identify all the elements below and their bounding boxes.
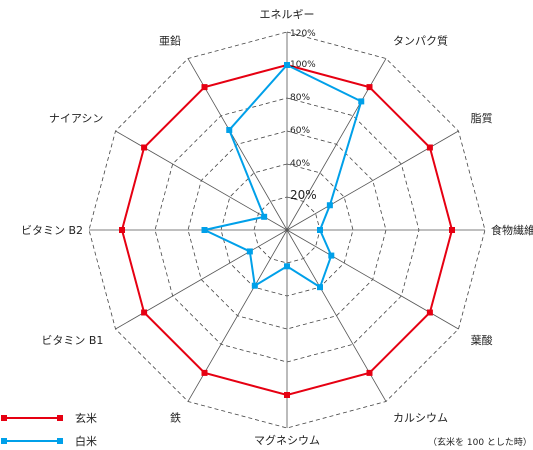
series-line-1 bbox=[201, 63, 363, 289]
series-1-point-1 bbox=[358, 98, 365, 105]
tick-label-3: 80% bbox=[290, 93, 310, 103]
legend-marker-end-0 bbox=[57, 415, 63, 421]
axis-label-1: タンパク質 bbox=[393, 33, 448, 47]
series-1-point-8 bbox=[246, 248, 253, 255]
axis-label-0: エネルギー bbox=[260, 8, 315, 21]
series-0-point-11 bbox=[201, 84, 208, 91]
axis-label-7: 鉄 bbox=[170, 411, 181, 425]
series-0-point-2 bbox=[426, 144, 433, 151]
legend: 玄米 白米 bbox=[1, 411, 97, 448]
axis-label-5: カルシウム bbox=[393, 412, 448, 425]
axis-label-10: ナイアシン bbox=[49, 112, 104, 125]
series-0-point-9 bbox=[119, 227, 125, 233]
tick-label-0: 20% bbox=[290, 188, 317, 202]
series-1-point-7 bbox=[251, 282, 258, 289]
axis-label-8: ビタミン B1 bbox=[41, 334, 103, 347]
series-1-point-4 bbox=[328, 252, 335, 259]
axis-label-2: 脂質 bbox=[471, 111, 493, 125]
tick-label-5: 120% bbox=[290, 29, 316, 39]
tick-label-1: 40% bbox=[290, 159, 310, 169]
legend-marker-start-1 bbox=[1, 438, 7, 444]
series-1-point-6 bbox=[284, 263, 290, 270]
legend-label-0: 玄米 bbox=[75, 411, 97, 425]
series-1-point-2 bbox=[326, 202, 333, 209]
chart-note: （玄米を 100 とした時） bbox=[428, 436, 532, 448]
legend-marker-end-1 bbox=[57, 438, 63, 444]
series-1-point-0 bbox=[284, 62, 290, 68]
axis-label-3: 食物繊維 bbox=[491, 223, 533, 237]
series-0-point-6 bbox=[284, 392, 290, 398]
series-0-point-5 bbox=[366, 369, 373, 376]
series-1-point-5 bbox=[317, 284, 323, 291]
axis-label-6: マグネシウム bbox=[254, 433, 320, 447]
series-0-point-8 bbox=[141, 309, 148, 316]
series-0-point-10 bbox=[141, 144, 148, 151]
series-0-point-4 bbox=[426, 309, 433, 316]
series-1-point-3 bbox=[317, 227, 323, 233]
series-0-point-7 bbox=[201, 369, 208, 376]
label-layer: 20% 40% 60% 80% 100% 120% エネルギータンパク質脂質食物繊維葉酸カル… bbox=[21, 8, 533, 447]
series-1-point-10 bbox=[261, 213, 268, 220]
tick-label-2: 60% bbox=[290, 126, 310, 136]
legend-marker-start-0 bbox=[1, 415, 7, 421]
legend-label-1: 白米 bbox=[75, 434, 97, 448]
grid-layer bbox=[88, 31, 486, 429]
series-1-point-11 bbox=[226, 126, 233, 133]
axis-label-4: 葉酸 bbox=[471, 333, 493, 347]
axis-label-11: 亜鉛 bbox=[159, 33, 181, 47]
series-0-point-1 bbox=[366, 84, 373, 91]
series-layer bbox=[119, 62, 455, 398]
axis-label-9: ビタミン B2 bbox=[21, 224, 83, 237]
series-1-point-9 bbox=[201, 227, 208, 233]
series-0-point-3 bbox=[449, 227, 455, 233]
tick-label-4: 100% bbox=[290, 60, 316, 70]
